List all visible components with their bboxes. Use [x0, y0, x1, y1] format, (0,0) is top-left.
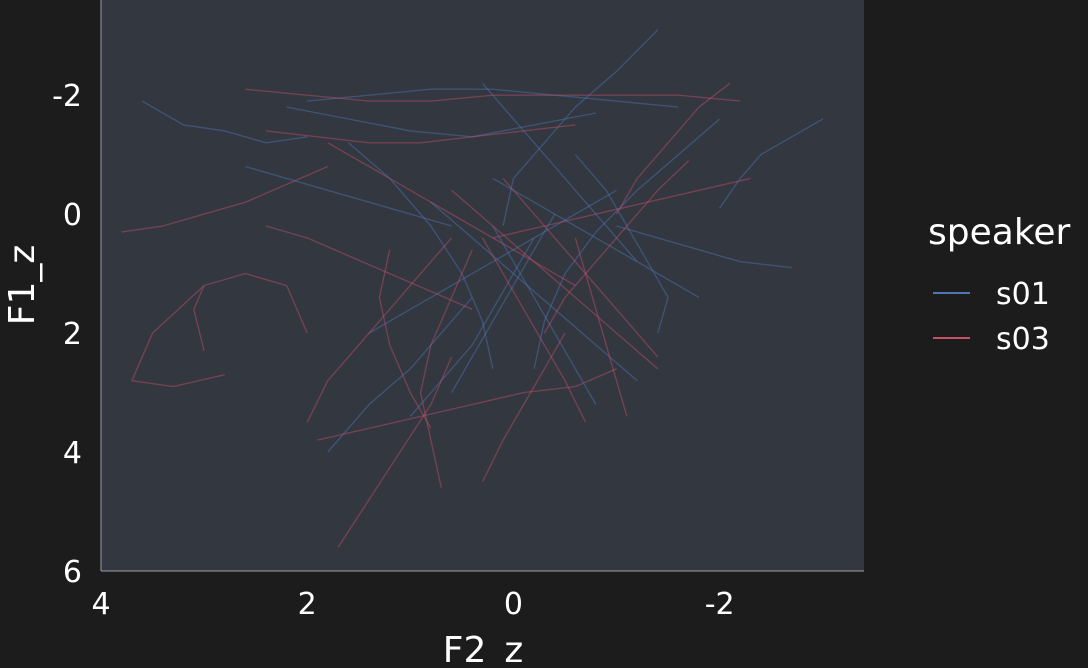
- y-tick-label: 6: [63, 555, 82, 590]
- y-tick-label: -2: [52, 79, 82, 114]
- trajectory-s03-15: [615, 82, 731, 215]
- trajectory-s01-9: [245, 165, 452, 227]
- trajectory-s03-1: [193, 272, 308, 352]
- trajectory-s03-5: [481, 237, 587, 423]
- y-axis-title: F1_z: [2, 245, 43, 326]
- trajectory-s03-19: [574, 237, 628, 417]
- series-s03: [121, 82, 751, 548]
- trajectory-s03-3: [419, 249, 473, 488]
- trajectory-s03-7: [327, 142, 576, 287]
- trajectory-s03-6: [306, 237, 453, 423]
- trajectory-s01-1: [286, 106, 597, 138]
- trajectory-s03-8: [543, 160, 690, 334]
- trajectory-s01-2: [348, 142, 494, 369]
- legend-label-s01: s01: [996, 277, 1050, 312]
- trajectory-s01-13: [450, 213, 556, 393]
- trajectory-s03-18: [378, 249, 432, 429]
- trajectory-s01-11: [368, 189, 617, 334]
- legend-label-s03: s03: [996, 322, 1050, 357]
- y-tick-label: 2: [63, 317, 82, 352]
- trajectory-s01-12: [492, 177, 700, 299]
- trajectory-s01-5: [719, 118, 824, 209]
- trajectory-s03-13: [317, 368, 617, 441]
- trajectory-s03-4: [337, 356, 453, 548]
- trajectory-s01-3: [502, 29, 659, 227]
- trajectory-s01-6: [430, 201, 638, 382]
- trajectory-s03-10: [502, 177, 659, 358]
- trajectory-s03-17: [492, 177, 751, 239]
- trajectory-s01-16: [492, 225, 597, 405]
- trajectory-s01-8: [574, 154, 669, 334]
- trajectory-s03-16: [451, 189, 659, 370]
- trajectory-s01-0: [141, 100, 308, 144]
- y-tick-labels: -2 0 2 4 6: [52, 79, 82, 590]
- y-tick-label: 0: [63, 198, 82, 233]
- plot-panel: [101, 0, 864, 571]
- x-tick-label: 0: [504, 587, 523, 622]
- x-axis-title: F2_z: [443, 630, 524, 668]
- x-tick-label: 4: [91, 587, 110, 622]
- trajectory-s01-14: [616, 225, 792, 269]
- trajectory-s03-12: [265, 225, 473, 310]
- trajectory-layer: [121, 29, 824, 548]
- trajectory-s03-14: [481, 332, 566, 483]
- trajectory-s03-2: [245, 88, 741, 102]
- trajectory-s03-9: [265, 124, 576, 144]
- trajectory-s01-4: [533, 118, 721, 369]
- y-tick-label: 4: [63, 436, 82, 471]
- series-s01: [141, 29, 824, 453]
- trajectory-s01-7: [409, 237, 535, 417]
- x-tick-label: 2: [298, 587, 317, 622]
- trajectory-s01-17: [327, 296, 473, 453]
- x-tick-labels: 4 2 0 -2: [91, 587, 734, 622]
- trajectory-s01-15: [307, 88, 679, 108]
- trajectory-s03-0: [121, 165, 329, 233]
- trajectory-s03-11: [131, 284, 225, 388]
- trajectory-s01-10: [481, 82, 638, 263]
- x-tick-label: -2: [705, 587, 735, 622]
- legend-title: speaker: [928, 212, 1071, 253]
